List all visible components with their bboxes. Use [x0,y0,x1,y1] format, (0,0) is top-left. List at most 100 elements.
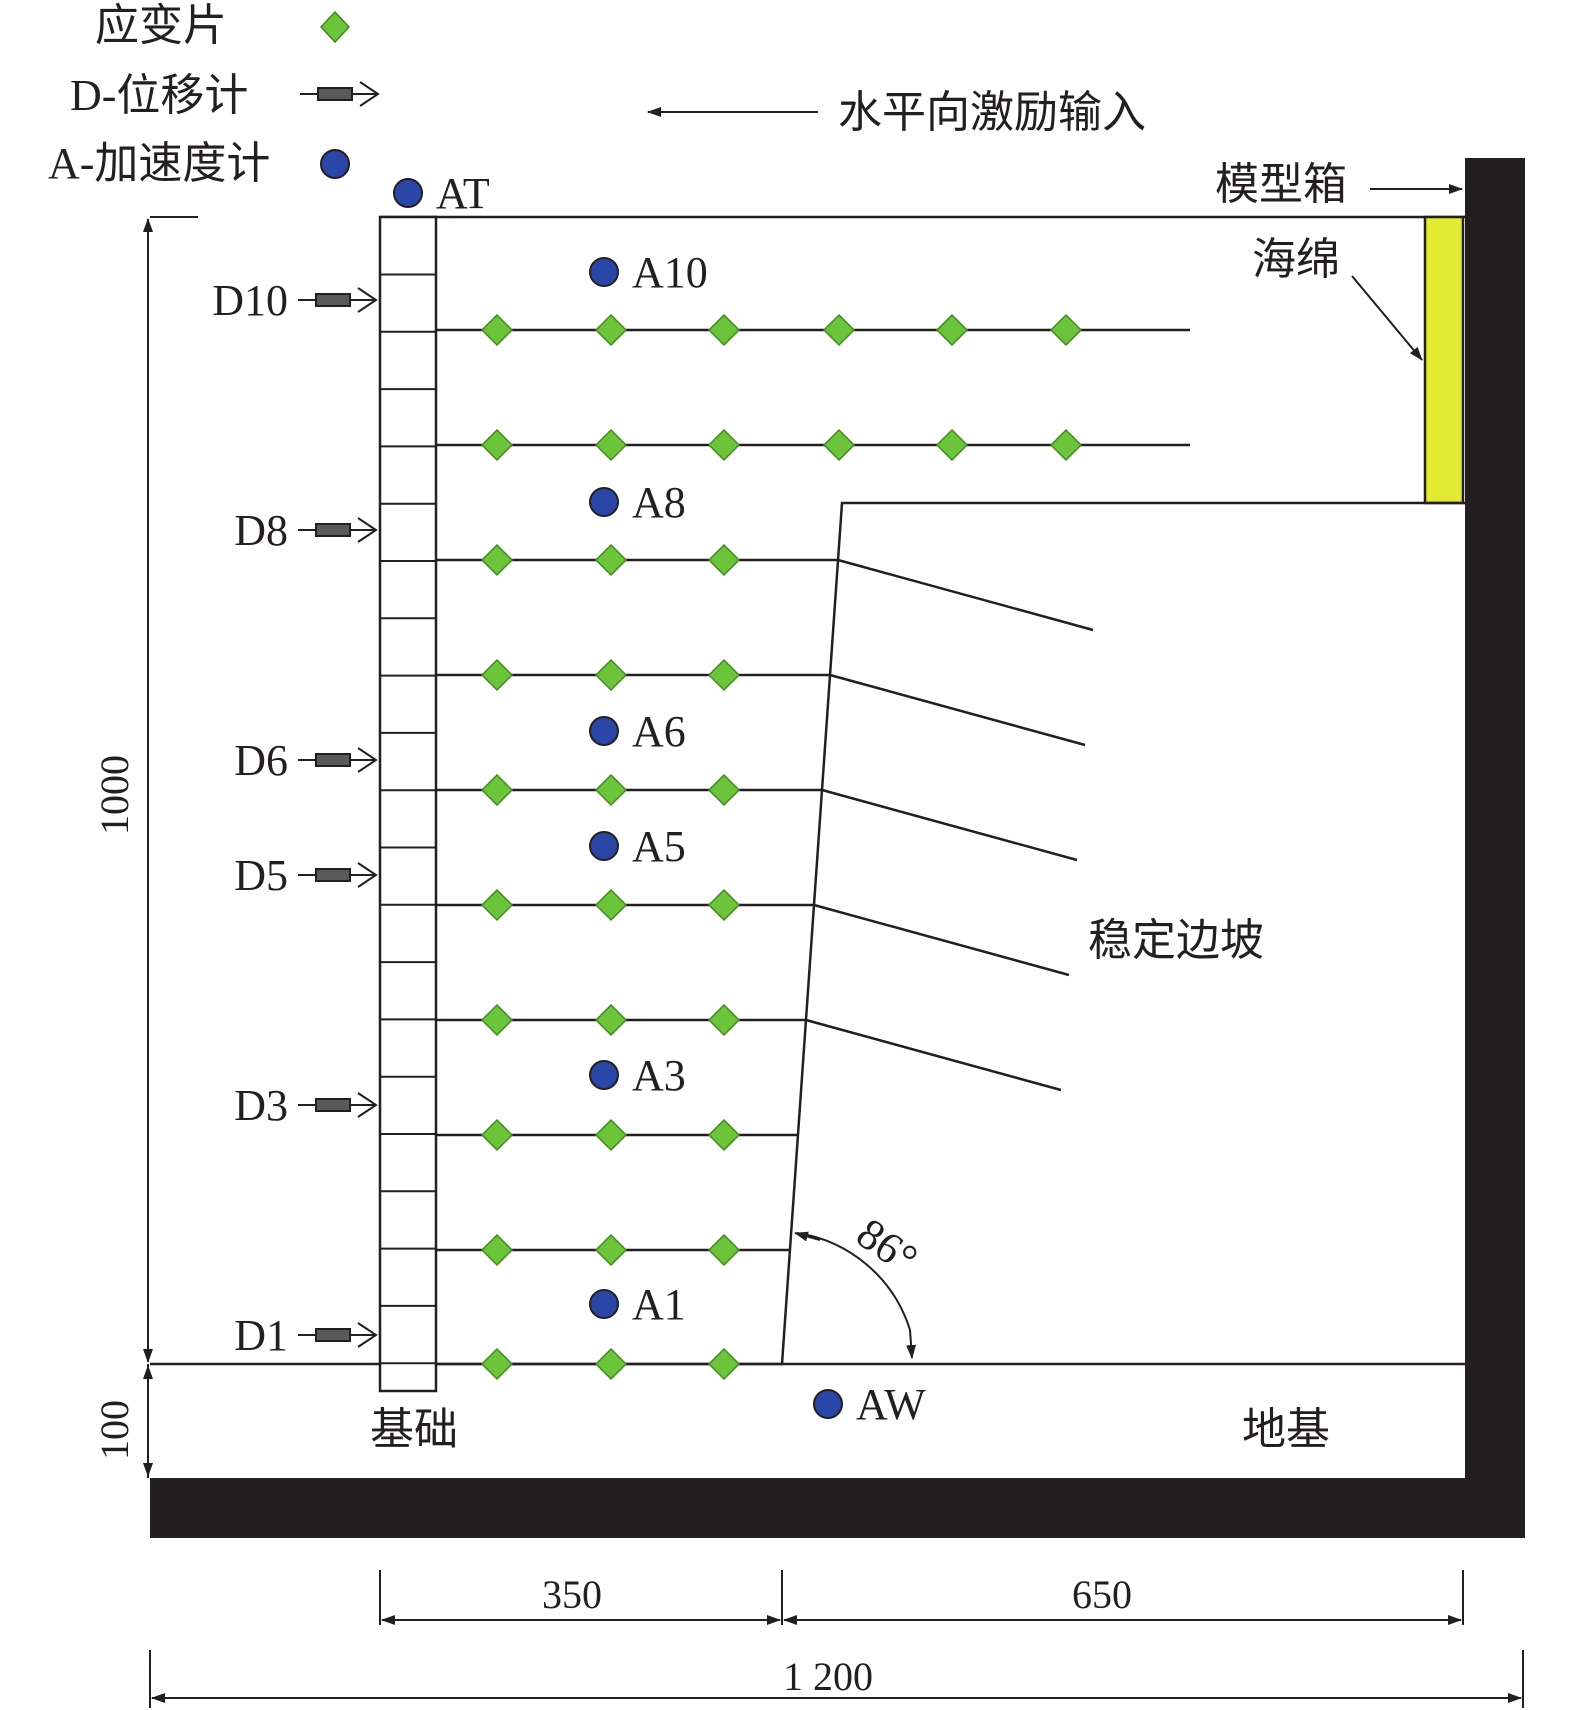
accelerometer-label: AT [436,169,490,218]
strain-gauge-icon [594,543,628,577]
strain-gauge-icon [1049,428,1083,462]
angle-arc [796,1232,911,1331]
legend-strain-gauge-icon [319,10,351,44]
displacement-meter-icon [297,747,377,773]
accelerometer-icon [589,487,619,517]
angle-label: 86° [848,1209,927,1284]
displacement-meter-icon [297,287,377,313]
accelerometer-label: A8 [632,478,686,527]
strain-gauge-icon [594,773,628,807]
accelerometer-icon [589,716,619,746]
accelerometer-label: A3 [632,1051,686,1100]
accelerometer-icon [589,831,619,861]
accelerometer-icon [393,178,423,208]
displacement-meter-icon [297,862,377,888]
anchor-line [821,788,1078,862]
accelerometer-label: A10 [632,248,708,297]
accelerometer-label: A1 [632,1280,686,1329]
legend-accelerometer-label: A-加速度计 [48,139,270,188]
strain-gauge-icon [480,888,514,922]
displacement-meter-label: D8 [234,506,288,555]
displacement-meter-icon [297,517,377,543]
foundation-label: 基础 [370,1405,458,1454]
legend-displacement-icon [299,81,379,107]
strain-gauge-icon [1049,313,1083,347]
strain-gauge-icon [480,1347,514,1381]
strain-gauge-icon [822,313,856,347]
displacement-meter-label: D6 [234,736,288,785]
strain-gauge-icon [594,1118,628,1152]
legend-strain-gauge-label: 应变片 [95,1,227,50]
sponge [1423,215,1465,505]
strain-gauge-icon [594,1347,628,1381]
strain-gauge-icon [707,1003,741,1037]
pile-outline [378,215,438,1393]
anchor-line [813,903,1070,977]
displacement-meters: D10 D8 D6 D5 D3 D1 [212,276,377,1360]
vertical-dimensions: 1000 100 [92,216,198,1478]
horizontal-dimensions: 350 650 1 200 [149,1570,1524,1708]
strain-gauge-icon [594,658,628,692]
input-label: 水平向激励输入 [838,88,1146,137]
anchor-line [829,673,1086,747]
strain-gauge-icon [480,773,514,807]
strain-gauge-icon [707,428,741,462]
strain-gauge-icon [480,1003,514,1037]
strain-gauge-icon [594,428,628,462]
width-left-label: 350 [542,1572,602,1617]
strain-gauge-icon [707,1233,741,1267]
strain-gauge-icon [707,888,741,922]
displacement-meter-icon [297,1092,377,1118]
strain-gauge-icon [480,1233,514,1267]
strain-gauge-icon [707,543,741,577]
accelerometers: AT A10 A8 A6 A5 A3 A1 AW [393,169,926,1429]
model-box-label: 模型箱 [1215,160,1347,209]
strain-gauge-icon [707,1347,741,1381]
strain-gauge-icon [480,428,514,462]
accelerometer-label: A6 [632,707,686,756]
stable-slope-outline [780,501,1465,1365]
foundation-pile [378,215,438,1393]
model-box-right-wall [1465,158,1525,1538]
anchor-line [837,558,1094,632]
strain-gauge-icon [480,313,514,347]
accelerometer-label: A5 [632,822,686,871]
displacement-meter-label: D5 [234,851,288,900]
model-box-bottom-wall [150,1478,1525,1538]
strain-gauge-icon [707,658,741,692]
displacement-meter-icon [297,1322,377,1348]
strain-gauge-icon [594,1003,628,1037]
strain-gauge-icon [707,313,741,347]
displacement-meter-label: D3 [234,1081,288,1130]
strain-gauge-icon [480,543,514,577]
accelerometer-label: AW [856,1380,926,1429]
sponge-pointer [1351,275,1423,361]
accelerometer-icon [589,257,619,287]
anchor-bars [436,328,1190,1366]
strain-gauge-icon [822,428,856,462]
accelerometer-icon [589,1289,619,1319]
strain-gauge-icon [935,313,969,347]
strain-gauge-icon [935,428,969,462]
strain-gauge-icon [480,658,514,692]
strain-gauge-icon [594,888,628,922]
legend-displacement-label: D-位移计 [70,71,248,120]
height-base-label: 100 [92,1400,137,1460]
strain-gauge-icon [707,773,741,807]
accelerometer-icon [813,1389,843,1419]
stable-slope-label: 稳定边坡 [1088,916,1264,965]
accelerometer-icon [589,1060,619,1090]
legend: 应变片 D-位移计 A-加速度计 [48,1,379,188]
strain-gauge-icon [480,1118,514,1152]
displacement-meter-label: D1 [234,1311,288,1360]
displacement-meter-label: D10 [212,276,288,325]
width-total-label: 1 200 [783,1654,873,1699]
width-right-label: 650 [1072,1572,1132,1617]
strain-gauge-icon [594,1233,628,1267]
height-main-label: 1000 [92,755,137,835]
subgrade-label: 地基 [1242,1405,1330,1454]
sponge-label: 海绵 [1252,235,1340,284]
strain-gauge-icon [594,313,628,347]
legend-accelerometer-icon [320,149,350,179]
